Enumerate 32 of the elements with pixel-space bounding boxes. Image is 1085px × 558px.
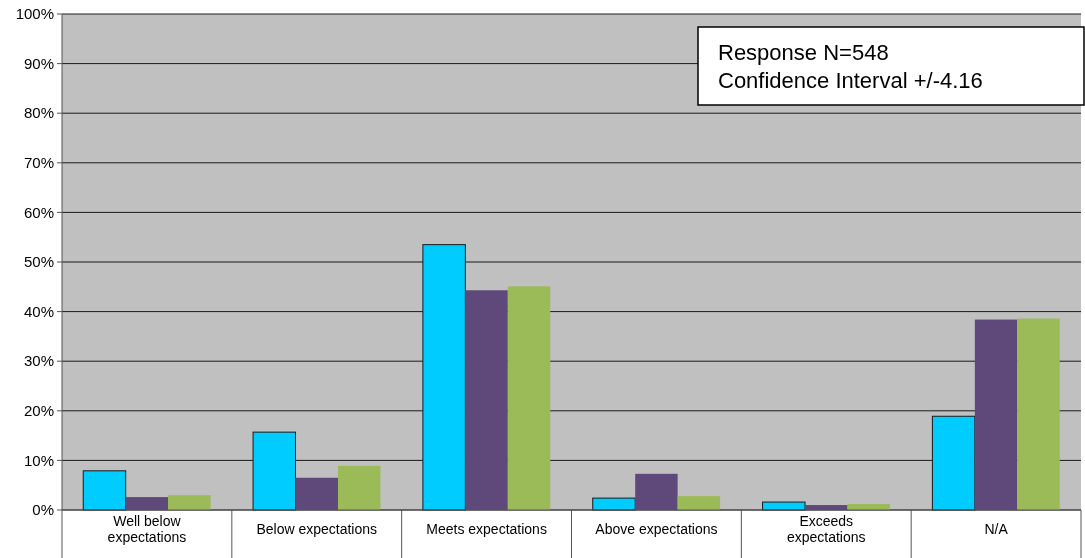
- x-tick-label: Well below expectations: [107, 513, 187, 545]
- bar: [168, 495, 211, 510]
- y-tick-label: 70%: [23, 154, 54, 172]
- y-tick-label: 90%: [23, 54, 54, 72]
- bar: [507, 286, 551, 510]
- bar: [465, 290, 508, 510]
- y-tick-label: 100%: [15, 5, 54, 23]
- bar: [592, 497, 636, 511]
- bar: [82, 470, 127, 511]
- x-tick-label: Meets expectations: [426, 521, 547, 537]
- y-tick-label: 50%: [23, 253, 54, 271]
- y-tick-label: 80%: [23, 104, 54, 122]
- x-tick-label: N/A: [984, 521, 1009, 537]
- bar: [295, 477, 338, 510]
- y-tick-label: 40%: [23, 302, 54, 320]
- y-tick-label: 0%: [32, 501, 54, 519]
- y-tick-label: 30%: [23, 352, 54, 370]
- bar: [974, 319, 1018, 510]
- x-tick-label: Exceeds expectations: [786, 513, 866, 545]
- x-tick-label: Below expectations: [256, 521, 378, 537]
- annotation: Confidence Interval +/-4.16: [718, 68, 983, 93]
- annotation: Response N=548: [718, 40, 889, 65]
- y-tick-label: 10%: [23, 451, 54, 469]
- bar: [677, 496, 721, 510]
- bar: [762, 501, 806, 511]
- bar: [635, 473, 678, 510]
- x-tick-label: Above expectations: [595, 521, 718, 537]
- bar: [337, 465, 381, 510]
- y-tick-label: 20%: [23, 402, 54, 420]
- bar: [125, 497, 169, 510]
- bar: [1017, 318, 1060, 510]
- y-tick-label: 60%: [23, 203, 54, 221]
